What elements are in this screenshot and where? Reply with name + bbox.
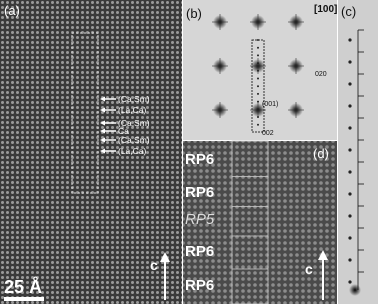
- superlattice-spot: [257, 77, 259, 80]
- block-label: RP6: [185, 277, 214, 294]
- superlattice-spot: [257, 92, 259, 95]
- site-label: (La,Ca): [118, 105, 147, 115]
- panel-label: (c): [341, 4, 356, 19]
- spot: [348, 258, 352, 262]
- superlattice-spot: [257, 54, 259, 57]
- spot: [348, 104, 352, 108]
- spot: [348, 280, 352, 284]
- panel-b: (b) [100] 020 (001) 002: [183, 0, 337, 140]
- superlattice-spot: [257, 69, 259, 72]
- spot: [348, 148, 352, 152]
- superlattice-spot: [257, 123, 259, 126]
- scale-bar-label: 25 Å: [4, 277, 42, 297]
- superlattice-spot: [257, 85, 259, 88]
- spot: [348, 192, 352, 196]
- block-label: RP5: [185, 211, 215, 228]
- arrow-head: [100, 148, 105, 154]
- superlattice-spot: [257, 116, 259, 118]
- panel-d: RP6 RP6 RP5 RP6 RP6 (d) c: [183, 140, 337, 304]
- spot: [349, 284, 361, 296]
- spot: [348, 60, 352, 64]
- axis-label: c: [150, 257, 158, 273]
- spot: [348, 214, 352, 218]
- spot-label: 020: [315, 71, 327, 78]
- axis-label: c: [305, 261, 313, 277]
- arrow-head: [100, 120, 105, 126]
- block-label: RP6: [185, 243, 214, 260]
- arrow-head: [100, 107, 105, 113]
- panel-a: (a) (Ca,Sm)(La,Ca)(Ca,Sm)Ca(Ca,Sm)(La,Ca…: [0, 0, 182, 304]
- panel-label: (b): [186, 6, 202, 21]
- superlattice-spot: [257, 100, 259, 103]
- site-label: Ca: [118, 126, 129, 136]
- arrow-head: [100, 137, 105, 143]
- arrow-head: [100, 96, 105, 102]
- superlattice-spot: [257, 62, 259, 65]
- arrow-head: [100, 128, 105, 134]
- site-label: (Ca,Sm): [118, 135, 150, 145]
- block-label: RP6: [185, 151, 214, 168]
- superlattice-spot: [257, 46, 259, 49]
- spot: [348, 82, 352, 86]
- spot: [348, 170, 352, 174]
- zone-axis: [100]: [314, 4, 337, 15]
- panel-label: (a): [4, 3, 20, 18]
- site-label: (Ca,Sm): [118, 94, 150, 104]
- panel-label: (d): [313, 146, 329, 161]
- site-label: (Ca,Sm): [118, 118, 150, 128]
- site-label: (La,Ca): [118, 146, 147, 156]
- spot-label: 002: [262, 130, 274, 137]
- spot: [348, 38, 352, 42]
- block-label: RP6: [185, 184, 214, 201]
- superlattice-spot: [257, 108, 259, 111]
- spot: [348, 126, 352, 130]
- panel-c: (c): [338, 0, 378, 304]
- spot: [348, 236, 352, 240]
- spot-label: (001): [262, 101, 278, 108]
